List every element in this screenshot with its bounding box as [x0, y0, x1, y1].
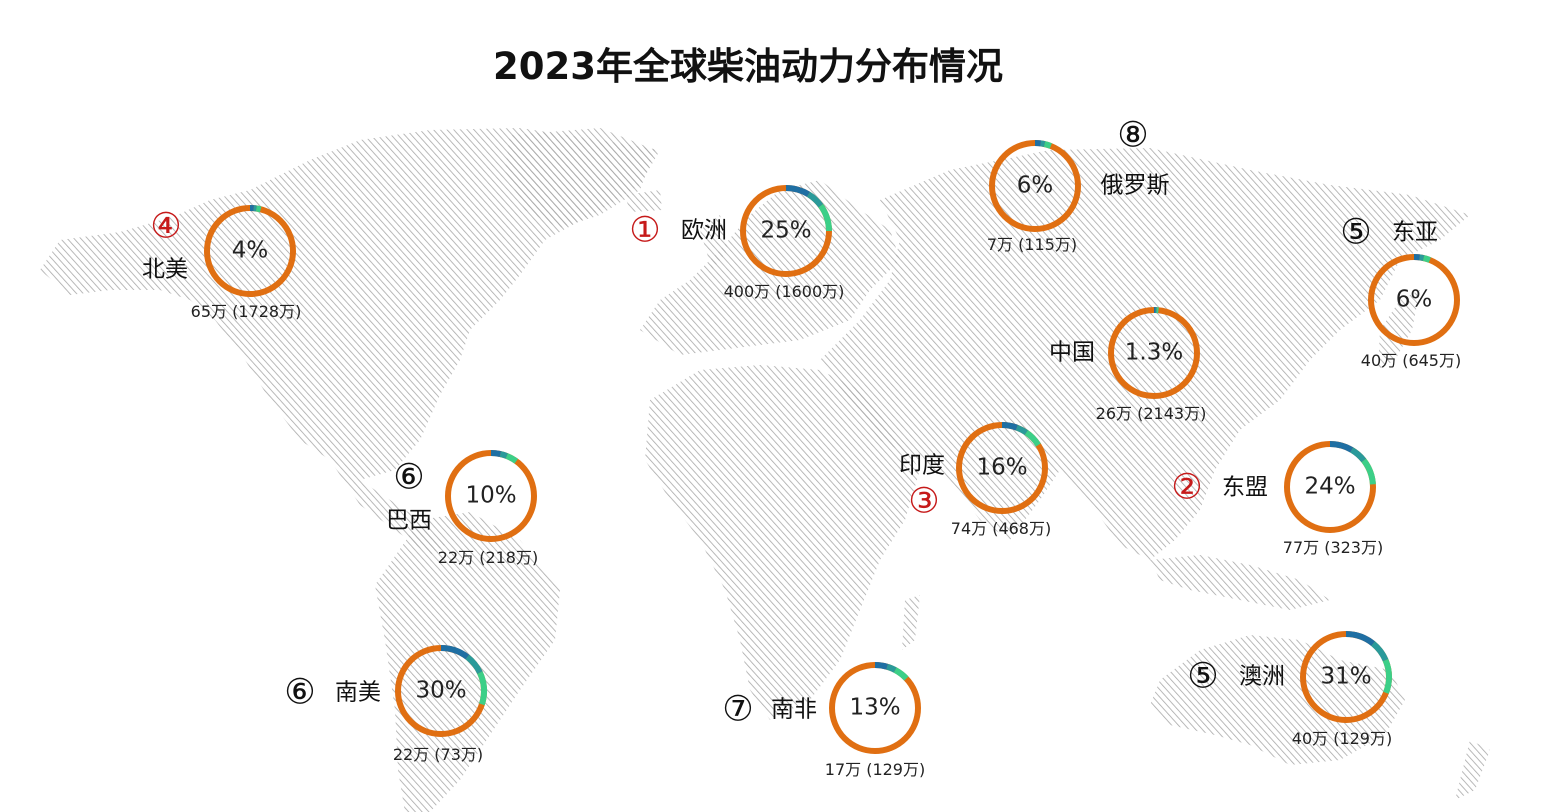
donut-ring: [740, 185, 832, 277]
region-counts: 74万 (468万): [950, 519, 1052, 538]
donut-ring: [204, 205, 296, 297]
region-name: 印度: [899, 452, 945, 479]
ring-share-arc: [1419, 254, 1425, 262]
rank-badge: ③: [908, 481, 940, 522]
ring-share-arc: [1040, 140, 1046, 148]
ring-share-arc: [1043, 141, 1052, 149]
region-name: 南美: [335, 679, 381, 706]
region-counts: 17万 (129万): [824, 760, 926, 779]
ring-share-arc: [806, 191, 824, 208]
ring-share-arc: [477, 671, 487, 706]
ring-share-arc: [1382, 658, 1392, 694]
donut-ring: [395, 645, 487, 737]
land-maritime-se-asia: [1150, 555, 1330, 610]
land-japan: [1378, 290, 1420, 370]
land-asia: [820, 148, 1470, 560]
donut-ring: [956, 422, 1048, 514]
region-pct: 24%: [1304, 473, 1356, 500]
region-pct: 1.3%: [1124, 339, 1184, 366]
region-counts: 77万 (323万): [1282, 538, 1384, 557]
region-name: 南非: [771, 696, 817, 723]
ring-share-arc: [255, 205, 262, 213]
rank-badge: ④: [150, 206, 182, 247]
ring-share-arc: [465, 654, 483, 675]
region-pct: 30%: [415, 677, 467, 704]
land-africa: [645, 365, 920, 720]
region-pct: 13%: [849, 694, 901, 721]
land-british-isles: [700, 215, 728, 270]
ring-share-arc: [1024, 430, 1041, 447]
land-greenland: [505, 128, 655, 228]
land-madagascar: [902, 595, 920, 650]
donut-ring: [989, 140, 1081, 232]
region-pct: 16%: [976, 454, 1028, 481]
donut-ring: [445, 450, 537, 542]
page-title: 2023年全球柴油动力分布情况: [493, 45, 1003, 88]
region-pct: 25%: [760, 217, 812, 244]
land-new-zealand: [1455, 740, 1490, 800]
ring-share-arc: [499, 451, 508, 459]
region-counts: 7万 (115万): [986, 235, 1078, 254]
region-counts: 26万 (2143万): [1095, 404, 1207, 423]
land-south-america: [375, 512, 560, 812]
donut-ring: [1108, 307, 1200, 399]
rank-badge: ⑧: [1117, 115, 1149, 156]
region-counts: 40万 (129万): [1291, 729, 1393, 748]
rank-badge: ⑤: [1340, 212, 1372, 253]
donut-ring: [1300, 631, 1392, 723]
region-name: 中国: [1049, 339, 1095, 366]
ring-share-arc: [1001, 422, 1018, 431]
ring-share-arc: [874, 662, 888, 670]
region-name: 东盟: [1222, 474, 1268, 501]
ring-share-arc: [886, 663, 897, 673]
ring-share-arc: [1345, 631, 1375, 647]
rank-badge: ①: [629, 210, 661, 251]
region-name: 东亚: [1392, 219, 1438, 246]
rank-badge: ⑥: [284, 672, 316, 713]
ring-share-arc: [1329, 441, 1354, 453]
region-counts: 65万 (1728万): [190, 302, 302, 321]
rank-badge: ⑥: [393, 457, 425, 498]
ring-share-arc: [785, 185, 811, 197]
region-counts: 22万 (218万): [437, 548, 539, 567]
ring-share-arc: [505, 453, 519, 464]
region-name: 澳洲: [1239, 663, 1285, 690]
ring-share-arc: [440, 645, 470, 660]
rank-badge: ⑤: [1187, 656, 1219, 697]
ring-share-arc: [893, 667, 909, 681]
region-name: 巴西: [386, 507, 432, 534]
region-name: 欧洲: [681, 217, 727, 244]
region-pct: 10%: [465, 482, 517, 509]
region-pct: 31%: [1320, 663, 1372, 690]
ring-share-arc: [490, 450, 502, 457]
region-counts: 40万 (645万): [1360, 351, 1462, 370]
rank-badge: ②: [1171, 467, 1203, 508]
donut-ring: [829, 662, 921, 754]
donut-ring: [1284, 441, 1376, 533]
region-name: 俄罗斯: [1100, 172, 1170, 199]
region-pct: 6%: [1016, 172, 1054, 199]
ring-share-arc: [1350, 447, 1367, 463]
region-counts: 22万 (73万): [392, 745, 484, 764]
land-australia: [1150, 635, 1405, 765]
ring-share-arc: [1422, 255, 1431, 263]
region-pct: 4%: [231, 237, 269, 264]
ring-share-arc: [1015, 424, 1029, 436]
ring-share-arc: [1361, 458, 1376, 485]
region-name: 北美: [142, 256, 188, 283]
ring-share-arc: [818, 203, 832, 232]
region-counts: 400万 (1600万): [723, 282, 845, 301]
region-pct: 6%: [1395, 286, 1433, 313]
land-north-america: [40, 128, 660, 480]
donut-ring: [1368, 254, 1460, 346]
land-europe: [640, 180, 900, 355]
rank-badge: ⑦: [722, 689, 754, 730]
land-iceland: [625, 190, 662, 212]
ring-share-arc: [1371, 641, 1389, 662]
